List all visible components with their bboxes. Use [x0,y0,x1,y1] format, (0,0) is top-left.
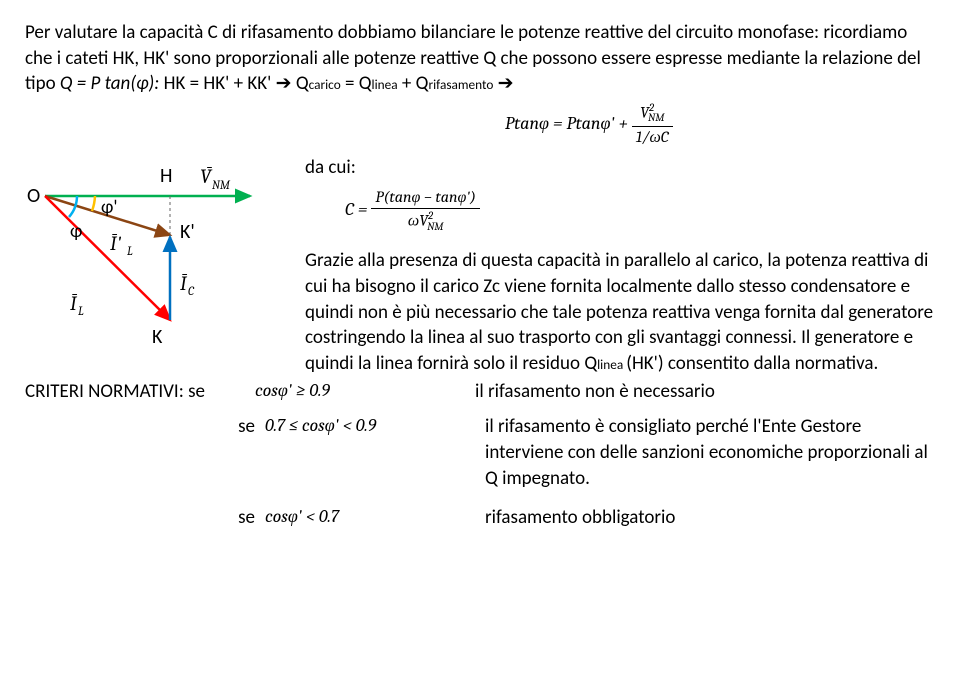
label-IL: Ī [70,292,78,315]
arrow-icon-2: ➔ [498,72,514,95]
label-phi-prime: φ' [101,196,118,219]
label-O: O [27,184,40,208]
svg-text:L: L [78,304,84,318]
intro-eq: Q = P tan(φ): [60,72,159,95]
res-1: il rifasamento non è necessario [475,379,935,405]
svg-text:C: C [188,284,195,298]
label-phi: φ [70,220,82,243]
ptan-row: Ptanφ = Ptanφ' + V2NM 1/ωC [25,101,935,149]
res-2: il rifasamento è consigliato perché l'En… [485,414,935,491]
res-3: rifasamento obbligatorio [485,505,935,531]
se-2: se [25,414,265,440]
c-formula: C = P(tanφ − tanφ') ωV2NM [305,187,935,235]
criteri-row-2: se 0.7 ≤ cosφ' < 0.9 il rifasamento è co… [25,414,935,491]
label-IC: Ī [180,272,188,295]
cond-2: 0.7 ≤ cosφ' < 0.9 [265,414,485,438]
cond-1: cosφ' ≥ 0.9 [255,379,475,403]
svg-text:NM: NM [212,178,231,192]
criteri-label: CRITERI NORMATIVI: se [25,379,255,405]
label-H: H [160,164,172,188]
vector-diagram: O H φ' φ K' K V̄ NM Ī' [25,155,295,377]
se-3: se [25,505,265,531]
ptan-formula: Ptanφ = Ptanφ' + V2NM 1/ωC [505,101,673,149]
label-IpL: Ī' [110,232,122,255]
label-Kp: K' [180,220,195,244]
label-K: K [152,325,163,349]
cond-3: cosφ' < 0.7 [265,505,485,529]
svg-text:L: L [127,244,133,258]
ptan-frac: V2NM 1/ωC [632,101,673,149]
intro-tail: HK = HK' + KK' [164,72,276,95]
mid-row: O H φ' φ K' K V̄ NM Ī' [25,155,935,377]
q-relation: Qcarico = Qlinea + Qrifasamento [296,72,498,95]
ptan-lhs: Ptanφ = Ptanφ' + [505,113,632,134]
c-lhs: C = [345,199,371,220]
da-cui: da cui: [305,155,935,181]
arc-phi-prime [92,196,95,211]
criteri-row-1: CRITERI NORMATIVI: se cosφ' ≥ 0.9 il rif… [25,379,935,405]
criteri-row-3: se cosφ' < 0.7 rifasamento obbligatorio [25,505,935,531]
c-frac: P(tanφ − tanφ') ωV2NM [371,187,480,235]
intro-paragraph: Per valutare la capacità C di rifasament… [25,20,935,97]
arc-phi [69,196,77,217]
grazie-paragraph: Grazie alla presenza di questa capacità … [305,248,935,376]
arrow-icon-1: ➔ [276,72,292,95]
